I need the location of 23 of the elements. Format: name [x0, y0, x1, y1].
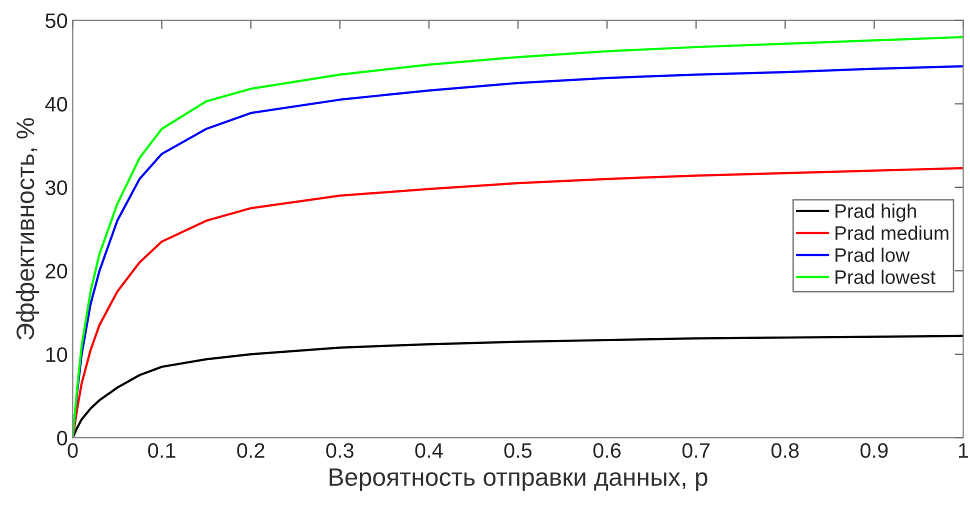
x-tick-label: 0.6	[593, 443, 621, 458]
y-tick-label: 0	[57, 430, 68, 446]
y-tick-label: 40	[45, 96, 68, 112]
legend-label: Prad high	[836, 204, 916, 222]
x-tick-label: 0	[68, 443, 78, 458]
x-tick-label: 0.4	[415, 443, 443, 458]
x-tick-label: 0.8	[771, 443, 799, 458]
legend-label: Prad medium	[836, 226, 948, 240]
y-tick-label: 10	[46, 347, 68, 362]
legend-label: Prad low	[836, 248, 910, 262]
legend-label: Prad lowest	[836, 270, 936, 284]
x-tick-label: 0.2	[237, 443, 264, 458]
x-tick-label: 1	[959, 443, 968, 458]
y-tick-label: 30	[46, 180, 68, 196]
x-tick-label: 0.5	[504, 443, 532, 458]
x-tick-label: 0.9	[860, 443, 888, 458]
x-tick-label: 0.7	[682, 443, 710, 458]
x-tick-label: 0.1	[148, 443, 176, 458]
x-tick-label: 0.3	[326, 443, 354, 458]
y-tick-label: 20	[46, 264, 68, 279]
x-axis-title: Вероятность отправки данных, p	[330, 468, 708, 491]
y-tick-label: 50	[46, 13, 68, 28]
y-axis-title: Эффективность, %	[16, 118, 40, 340]
